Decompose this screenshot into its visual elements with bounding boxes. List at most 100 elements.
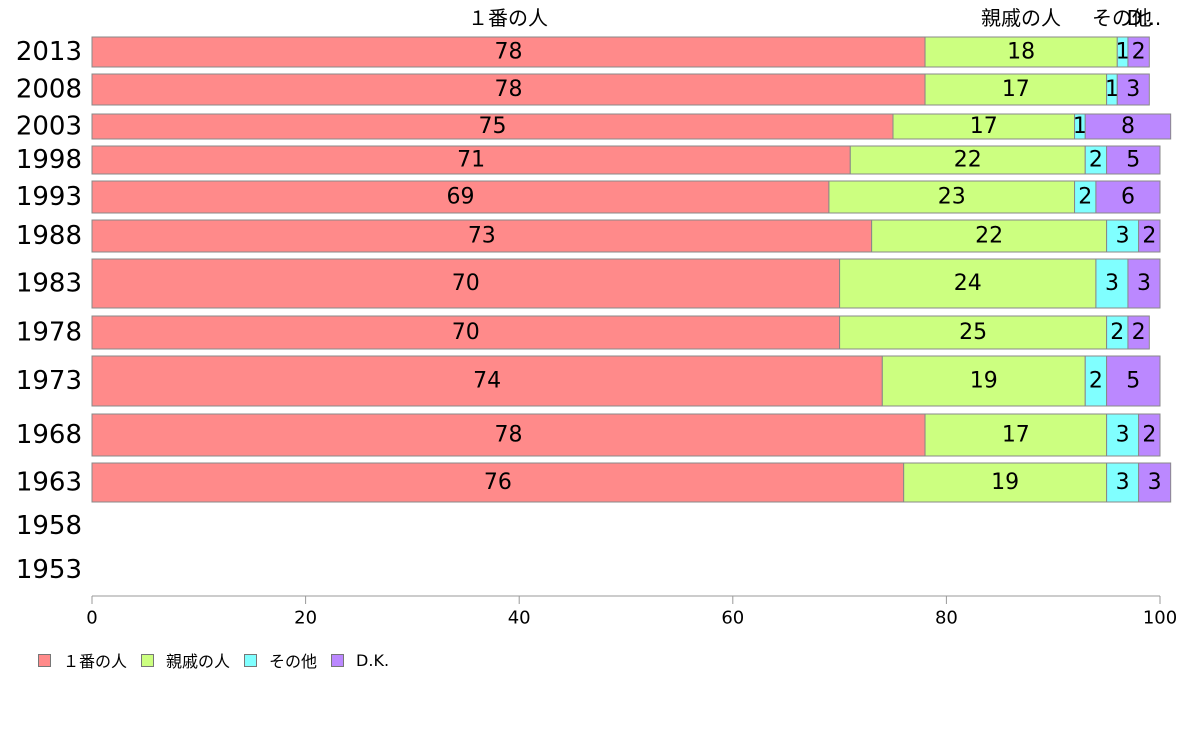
bar-segment (1106, 145, 1161, 175)
x-tick-label: 0 (86, 608, 97, 629)
x-tick-label: 40 (508, 608, 531, 629)
data-label: 3 (1116, 470, 1130, 495)
bar-segment (1127, 258, 1161, 309)
legend-swatch (244, 653, 258, 667)
bar-segment (91, 315, 841, 350)
data-label: 69 (446, 185, 474, 210)
bar-segment (881, 355, 1086, 407)
series-top-label: １番の人 (468, 6, 548, 30)
bar-segment (924, 36, 1118, 68)
data-label: 23 (938, 185, 966, 210)
x-tick-label: 60 (721, 608, 744, 629)
legend-label: その他 (269, 652, 318, 671)
bar-segment (1138, 462, 1172, 503)
bar-segment (1106, 413, 1140, 457)
bar-segment (1095, 258, 1129, 309)
data-label: 24 (954, 271, 982, 296)
data-label: 5 (1126, 148, 1140, 173)
bar-segment (91, 145, 851, 175)
data-label: 3 (1148, 470, 1162, 495)
bar-segment (1084, 113, 1172, 140)
data-label: 17 (970, 114, 998, 139)
data-label: 19 (991, 470, 1019, 495)
bar-segment (91, 73, 926, 106)
data-label: 8 (1121, 114, 1135, 139)
series-top-label: D... (1127, 6, 1161, 30)
bar-segment (828, 180, 1076, 214)
data-label: 3 (1116, 423, 1130, 448)
data-label: 71 (457, 148, 485, 173)
bar-segment (1116, 73, 1150, 106)
y-tick-label: 1963 (16, 468, 82, 498)
data-label: 3 (1137, 271, 1151, 296)
data-label: 18 (1007, 40, 1035, 65)
legend-label: 親戚の人 (166, 652, 231, 671)
data-label: 73 (468, 224, 496, 249)
bar-segment (91, 219, 873, 253)
y-tick-label: 1968 (16, 420, 82, 450)
data-label: 17 (1002, 77, 1030, 102)
bar-segment (1138, 219, 1161, 253)
bar-segment (91, 258, 841, 309)
data-label: 25 (959, 320, 987, 345)
y-tick-label: 2013 (16, 37, 82, 67)
legend-item: 親戚の人 (141, 648, 230, 672)
legend: １番の人 親戚の人 その他 D.K. (38, 648, 403, 672)
data-label: 78 (495, 40, 523, 65)
bar-segment (91, 355, 883, 407)
bar-segment (892, 113, 1076, 140)
y-tick-label: 1993 (16, 182, 82, 212)
y-tick-label: 1973 (16, 366, 82, 396)
legend-item: D.K. (331, 651, 389, 670)
data-label: 76 (484, 470, 512, 495)
x-tick-label: 80 (935, 608, 958, 629)
data-label: 74 (473, 369, 501, 394)
bar-segment (1127, 36, 1150, 68)
data-label: 2 (1089, 148, 1103, 173)
data-label: 3 (1126, 77, 1140, 102)
legend-swatch (38, 653, 51, 667)
data-label: 2 (1089, 369, 1103, 394)
data-label: 75 (479, 114, 507, 139)
data-label: 78 (495, 77, 523, 102)
bar-segment (91, 36, 926, 68)
legend-swatch (141, 653, 155, 667)
data-label: 70 (452, 271, 480, 296)
legend-item: その他 (244, 648, 317, 672)
data-label: 2 (1142, 224, 1156, 249)
data-label: 22 (975, 224, 1003, 249)
bar-segment (839, 315, 1108, 350)
data-label: 78 (495, 423, 523, 448)
bar-segment (839, 258, 1097, 309)
y-tick-label: 1998 (16, 145, 82, 175)
y-tick-label: 1958 (16, 511, 82, 541)
y-tick-label: 2008 (16, 75, 82, 105)
legend-item: １番の人 (38, 648, 127, 672)
data-label: 2 (1132, 40, 1146, 65)
bar-segment (91, 180, 830, 214)
y-tick-label: 2003 (16, 112, 82, 142)
data-label: 3 (1105, 271, 1119, 296)
data-label: 70 (452, 320, 480, 345)
data-label: 1 (1073, 114, 1087, 139)
y-tick-label: 1978 (16, 318, 82, 348)
series-top-label: その他 (1092, 6, 1152, 30)
data-label: 19 (970, 369, 998, 394)
data-label: 22 (954, 148, 982, 173)
x-tick-label: 20 (294, 608, 317, 629)
data-label: 1 (1116, 40, 1130, 65)
bar-segment (1127, 315, 1150, 350)
bar-segment (1138, 413, 1161, 457)
data-label: 2 (1110, 320, 1124, 345)
data-label: 6 (1121, 185, 1135, 210)
y-tick-label: 1983 (16, 269, 82, 299)
data-label: 17 (1002, 423, 1030, 448)
data-label: 2 (1078, 185, 1092, 210)
x-tick-label: 100 (1143, 608, 1177, 629)
data-label: 2 (1132, 320, 1146, 345)
bar-segment (1106, 462, 1140, 503)
bar-segment (849, 145, 1086, 175)
legend-label: １番の人 (63, 652, 128, 671)
bar-segment (1095, 180, 1161, 214)
